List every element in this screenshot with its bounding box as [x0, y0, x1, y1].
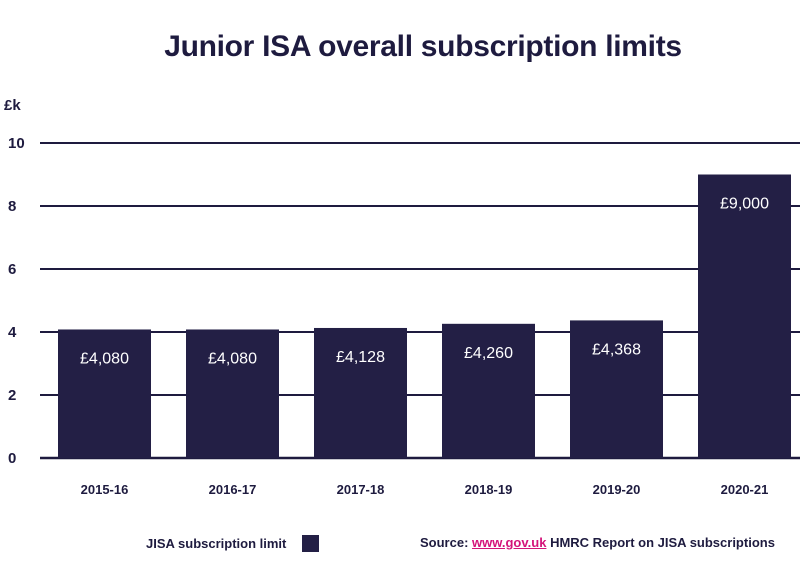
x-tick-label: 2016-17 [209, 482, 257, 497]
y-tick-label: 8 [8, 198, 16, 215]
x-tick-label: 2017-18 [337, 482, 385, 497]
legend-swatch [302, 535, 320, 552]
bar-value-label: £4,080 [208, 350, 257, 367]
x-tick-label: 2015-16 [81, 482, 129, 497]
bar [698, 174, 791, 458]
data-labels: £4,080 £4,080 £4,128 £4,260 £4,368 £9,000 [80, 196, 769, 368]
y-tick-label: 4 [8, 324, 17, 341]
source-prefix: Source: [420, 535, 469, 550]
bar [314, 327, 407, 458]
source-link[interactable]: www.gov.uk [472, 535, 547, 550]
source-suffix: HMRC Report on JISA subscriptions [550, 535, 775, 550]
bar-value-label: £4,260 [464, 345, 513, 362]
axis-labels: 0 2 4 6 8 10 2015-16 2016-17 2017-18 2018-19 2019-… [8, 135, 768, 497]
y-tick-label: 0 [8, 450, 16, 467]
bar [186, 329, 279, 458]
x-tick-label: 2020-21 [721, 482, 769, 497]
bar-value-label: £4,128 [336, 349, 385, 366]
bar [442, 323, 535, 458]
bar [570, 320, 663, 458]
bar-value-label: £4,368 [592, 341, 641, 358]
bars [58, 174, 791, 458]
legend-label: JISA subscription limit [146, 536, 287, 551]
y-axis-unit: £k [4, 97, 21, 114]
y-tick-label: 6 [8, 261, 16, 278]
x-tick-label: 2018-19 [465, 482, 513, 497]
source-note: Source: www.gov.uk HMRC Report on JISA s… [420, 535, 775, 550]
chart-title: Junior ISA overall subscription limits [164, 30, 682, 63]
bar [58, 329, 151, 458]
y-tick-label: 2 [8, 387, 16, 404]
bar-chart: £4,080 £4,080 £4,128 £4,260 £4,368 £9,000 0 2 4… [4, 97, 800, 497]
legend: JISA subscription limit [146, 535, 320, 552]
gridlines [40, 142, 800, 460]
bar-value-label: £4,080 [80, 350, 129, 367]
bar-value-label: £9,000 [720, 196, 769, 213]
y-tick-label: 10 [8, 135, 25, 152]
x-tick-label: 2019-20 [593, 482, 641, 497]
